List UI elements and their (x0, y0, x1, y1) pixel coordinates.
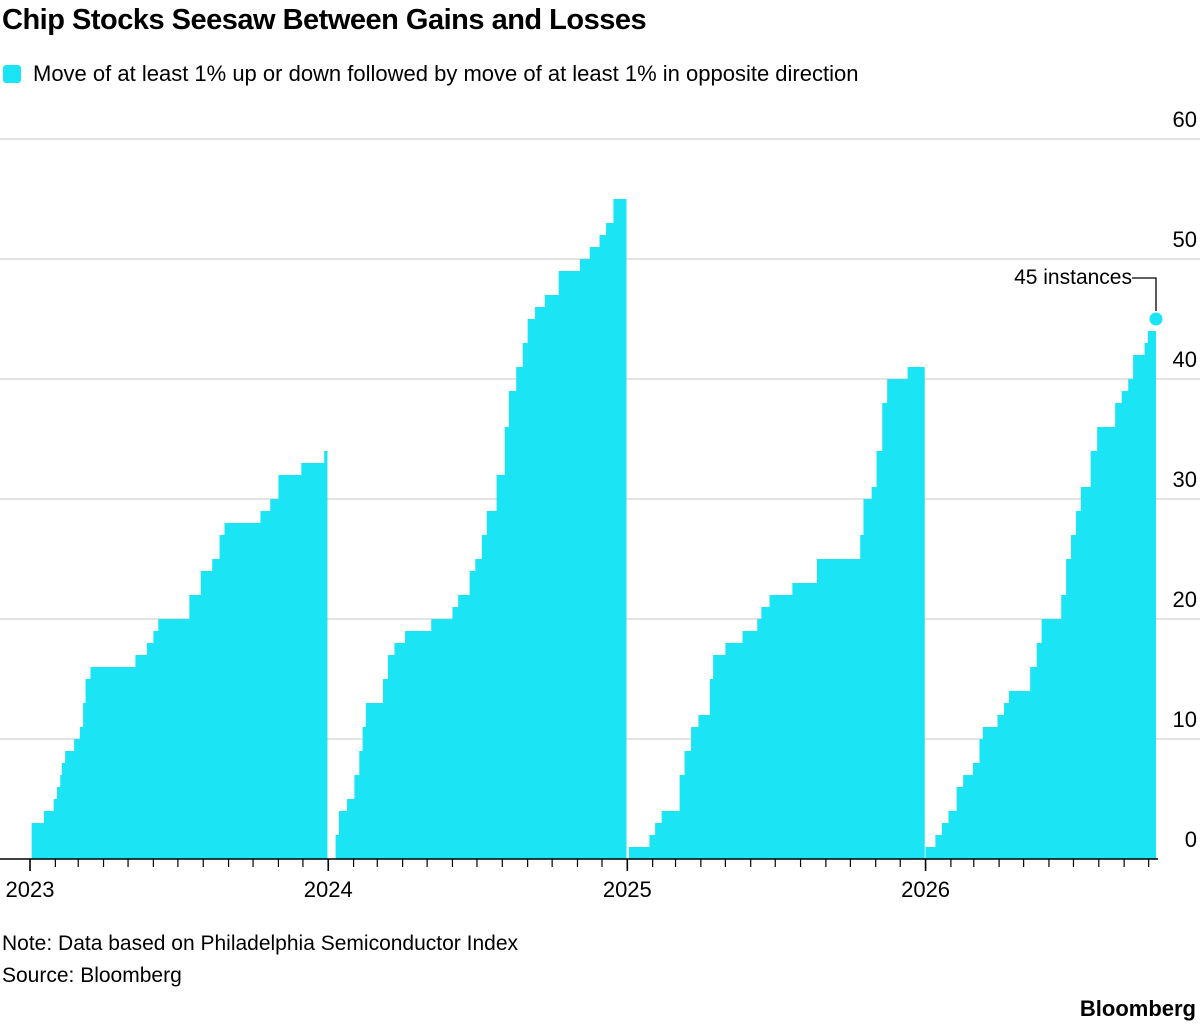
chart-source: Source: Bloomberg (2, 964, 182, 987)
x-tick-label-2026: 2026 (901, 877, 950, 902)
area-segment-2024 (335, 199, 627, 859)
y-tick-label-50: 50 (1173, 227, 1197, 252)
brand-logo-text: Bloomberg (1079, 996, 1196, 1021)
y-tick-label-30: 30 (1173, 467, 1197, 492)
area-segment-2023 (31, 451, 328, 859)
annotation-label: 45 instances (1014, 266, 1132, 289)
x-tick-label-2023: 2023 (6, 877, 55, 902)
y-tick-label-20: 20 (1173, 587, 1197, 612)
chart-note: Note: Data based on Philadelphia Semicon… (2, 932, 518, 955)
annotation-marker (1149, 312, 1163, 326)
x-tick-label-2025: 2025 (603, 877, 652, 902)
area-segment-2025 (628, 367, 925, 859)
legend-swatch (3, 65, 21, 83)
y-tick-label-10: 10 (1173, 707, 1197, 732)
legend-label: Move of at least 1% up or down followed … (33, 61, 859, 86)
annotation-leader-line (1132, 277, 1157, 311)
chart-title: Chip Stocks Seesaw Between Gains and Los… (2, 4, 647, 36)
y-tick-label-60: 60 (1173, 107, 1197, 132)
x-tick-label-2024: 2024 (304, 877, 353, 902)
chart-legend: Move of at least 1% up or down followed … (3, 60, 858, 88)
y-tick-label-40: 40 (1173, 347, 1197, 372)
y-tick-label-0: 0 (1185, 827, 1197, 852)
area-segment-2026 (925, 331, 1156, 859)
